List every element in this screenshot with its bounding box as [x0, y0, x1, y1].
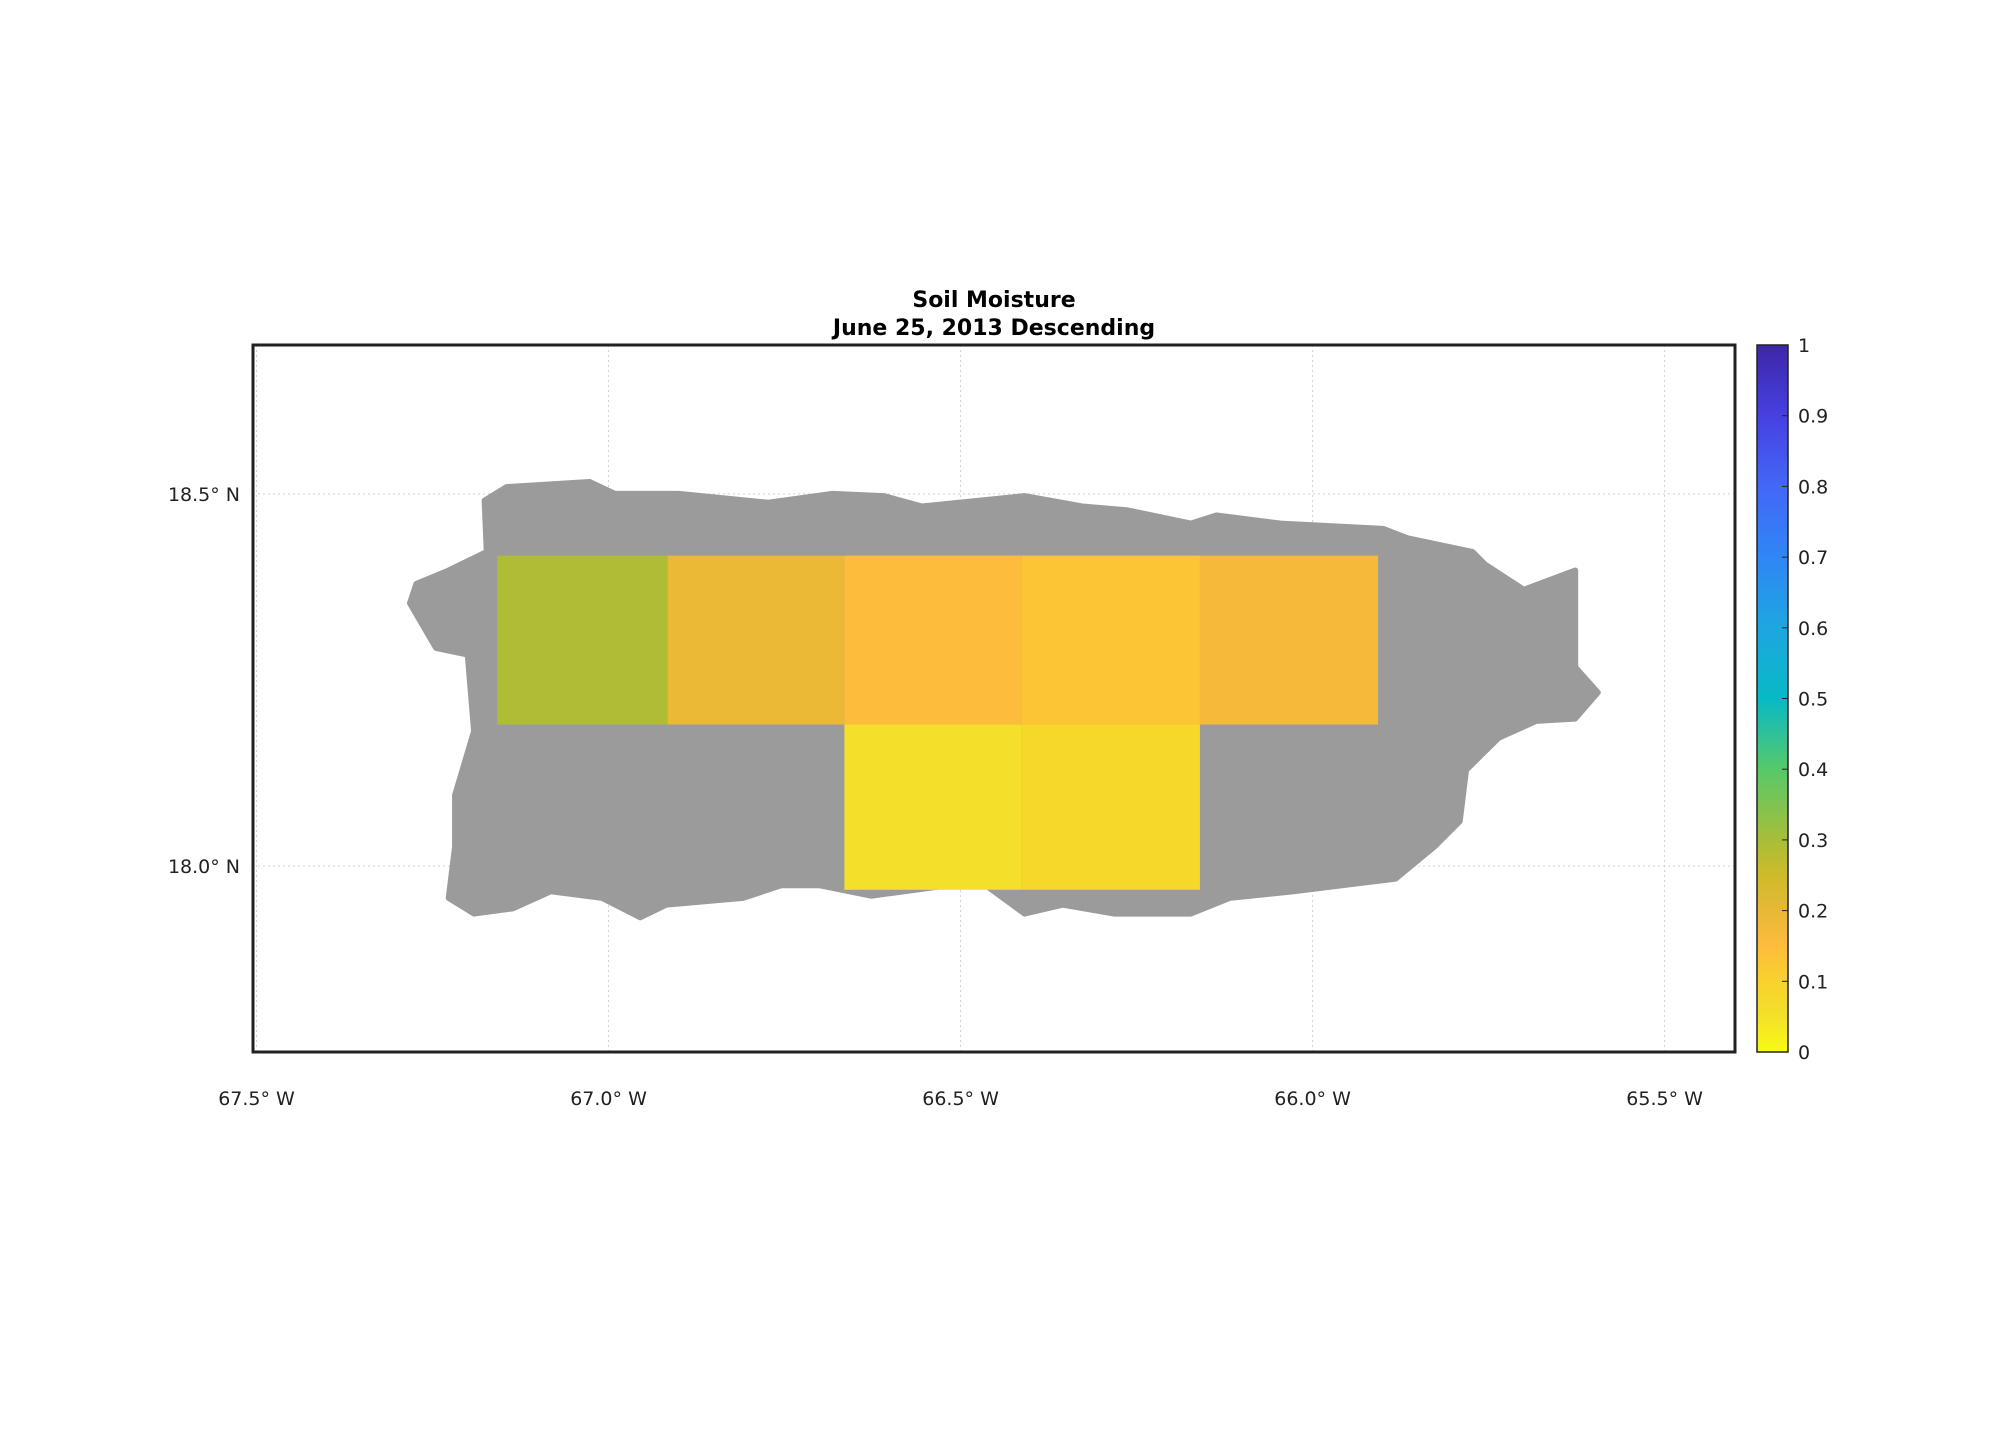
chart-title: Soil Moisture	[912, 288, 1075, 313]
colorbar-tick-label: 1	[1798, 335, 1810, 357]
soil-moisture-cell	[844, 724, 1022, 890]
colorbar-tick-label: 0.8	[1798, 476, 1828, 498]
x-tick-label: 65.5° W	[1626, 1088, 1703, 1110]
colorbar-tick-label: 0.1	[1798, 971, 1828, 993]
soil-moisture-cell	[1021, 555, 1200, 725]
colorbar-tick-label: 0.2	[1798, 901, 1828, 923]
plot-frame	[251, 343, 1737, 1054]
colorbar: 0 0.1 0.2 0.3 0.4 0.5 0.6 0.7 0.8 0.9 1	[1756, 335, 1828, 1064]
soil-moisture-cell	[1199, 555, 1379, 725]
x-tick-labels: 67.5° W 67.0° W 66.5° W 66.0° W 65.5° W	[218, 1088, 1703, 1110]
colorbar-tick-label: 0.5	[1798, 689, 1828, 711]
colorbar-tick-label: 0.4	[1798, 759, 1828, 781]
y-tick-labels: 18.5° N 18.0° N	[168, 484, 240, 878]
colorbar-tick-label: 0.3	[1798, 830, 1828, 852]
chart-subtitle: June 25, 2013 Descending	[831, 316, 1155, 341]
x-tick-label: 67.0° W	[570, 1088, 647, 1110]
x-tick-label: 66.5° W	[922, 1088, 999, 1110]
colorbar-tick-label: 0.6	[1798, 618, 1828, 640]
soil-moisture-cell	[667, 555, 845, 725]
soil-moisture-cell	[497, 555, 668, 725]
x-tick-label: 67.5° W	[218, 1088, 295, 1110]
colorbar-tick-label: 0.9	[1798, 406, 1828, 428]
x-tick-label: 66.0° W	[1274, 1088, 1351, 1110]
y-tick-label: 18.0° N	[168, 856, 240, 878]
colorbar-tick-label: 0.7	[1798, 547, 1828, 569]
soil-moisture-cell	[1021, 724, 1200, 890]
y-tick-label: 18.5° N	[168, 484, 240, 506]
colorbar-tick-label: 0	[1798, 1042, 1810, 1064]
soil-moisture-cell	[844, 555, 1022, 725]
data-cells	[497, 555, 1379, 890]
